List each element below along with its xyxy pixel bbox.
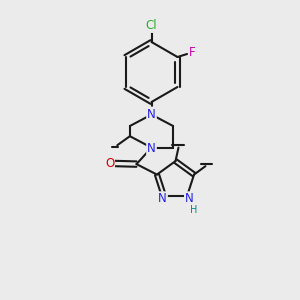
Text: Cl: Cl bbox=[146, 19, 157, 32]
Text: F: F bbox=[189, 46, 196, 59]
Text: N: N bbox=[158, 192, 167, 205]
Text: H: H bbox=[190, 205, 197, 215]
Text: N: N bbox=[185, 192, 194, 205]
Text: O: O bbox=[105, 157, 114, 170]
Text: N: N bbox=[147, 107, 156, 121]
Text: N: N bbox=[147, 142, 156, 155]
